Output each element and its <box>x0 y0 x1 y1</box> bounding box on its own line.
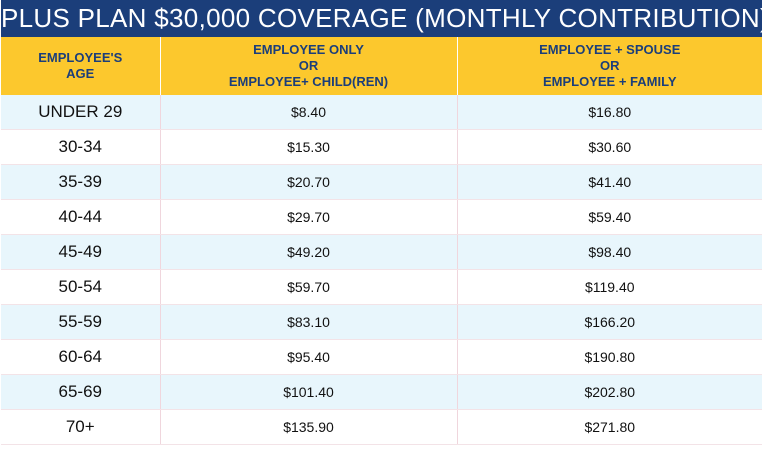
table-row: 30-34 $15.30 $30.60 <box>1 129 762 165</box>
employee-spouse-cell: $166.20 <box>457 304 762 340</box>
age-cell: UNDER 29 <box>1 95 161 130</box>
age-cell: 55-59 <box>1 304 161 340</box>
age-cell: 65-69 <box>1 374 161 410</box>
employee-only-cell: $29.70 <box>160 199 458 235</box>
header-employee-spouse-line: EMPLOYEE + SPOUSE <box>539 42 681 57</box>
age-cell: 30-34 <box>1 129 161 165</box>
age-cell: 70+ <box>1 409 161 445</box>
employee-spouse-cell: $16.80 <box>457 95 762 130</box>
header-employee-only-line: OR <box>298 58 319 73</box>
employee-only-cell: $83.10 <box>160 304 458 340</box>
header-age-line: AGE <box>66 66 95 81</box>
employee-only-cell: $59.70 <box>160 269 458 305</box>
header-age-line: EMPLOYEE'S <box>38 50 123 65</box>
employee-spouse-cell: $41.40 <box>457 164 762 200</box>
employee-only-cell: $8.40 <box>160 95 458 130</box>
header-employee-age: EMPLOYEE'S AGE <box>1 37 161 95</box>
employee-spouse-cell: $30.60 <box>457 129 762 165</box>
employee-spouse-cell: $190.80 <box>457 339 762 375</box>
coverage-table-container: PLUS PLAN $30,000 COVERAGE (MONTHLY CONT… <box>1 0 763 445</box>
table-row: 60-64 $95.40 $190.80 <box>1 339 762 375</box>
header-employee-only-line: EMPLOYEE+ CHILD(REN) <box>228 74 389 89</box>
table-row: 35-39 $20.70 $41.40 <box>1 164 762 200</box>
employee-only-cell: $135.90 <box>160 409 458 445</box>
age-cell: 40-44 <box>1 199 161 235</box>
table-row: 55-59 $83.10 $166.20 <box>1 304 762 340</box>
header-row: EMPLOYEE'S AGE EMPLOYEE ONLY OR EMPLOYEE… <box>1 37 762 95</box>
contribution-table: EMPLOYEE'S AGE EMPLOYEE ONLY OR EMPLOYEE… <box>1 37 762 445</box>
table-row: 45-49 $49.20 $98.40 <box>1 234 762 270</box>
header-employee-only: EMPLOYEE ONLY OR EMPLOYEE+ CHILD(REN) <box>160 37 458 95</box>
age-cell: 35-39 <box>1 164 161 200</box>
header-employee-spouse: EMPLOYEE + SPOUSE OR EMPLOYEE + FAMILY <box>457 37 762 95</box>
age-cell: 50-54 <box>1 269 161 305</box>
table-row: 50-54 $59.70 $119.40 <box>1 269 762 305</box>
employee-spouse-cell: $271.80 <box>457 409 762 445</box>
header-employee-spouse-line: EMPLOYEE + FAMILY <box>542 74 677 89</box>
age-cell: 45-49 <box>1 234 161 270</box>
table-row: UNDER 29 $8.40 $16.80 <box>1 95 762 130</box>
age-cell: 60-64 <box>1 339 161 375</box>
header-employee-spouse-line: OR <box>600 58 620 73</box>
employee-only-cell: $49.20 <box>160 234 458 270</box>
table-row: 65-69 $101.40 $202.80 <box>1 374 762 410</box>
header-employee-only-line: EMPLOYEE ONLY <box>253 42 364 57</box>
employee-only-cell: $15.30 <box>160 129 458 165</box>
table-row: 40-44 $29.70 $59.40 <box>1 199 762 235</box>
employee-spouse-cell: $119.40 <box>457 269 762 305</box>
table-row: 70+ $135.90 $271.80 <box>1 409 762 445</box>
employee-only-cell: $20.70 <box>160 164 458 200</box>
employee-only-cell: $95.40 <box>160 339 458 375</box>
employee-spouse-cell: $202.80 <box>457 374 762 410</box>
table-title: PLUS PLAN $30,000 COVERAGE (MONTHLY CONT… <box>1 0 763 37</box>
employee-spouse-cell: $98.40 <box>457 234 762 270</box>
employee-only-cell: $101.40 <box>160 374 458 410</box>
employee-spouse-cell: $59.40 <box>457 199 762 235</box>
